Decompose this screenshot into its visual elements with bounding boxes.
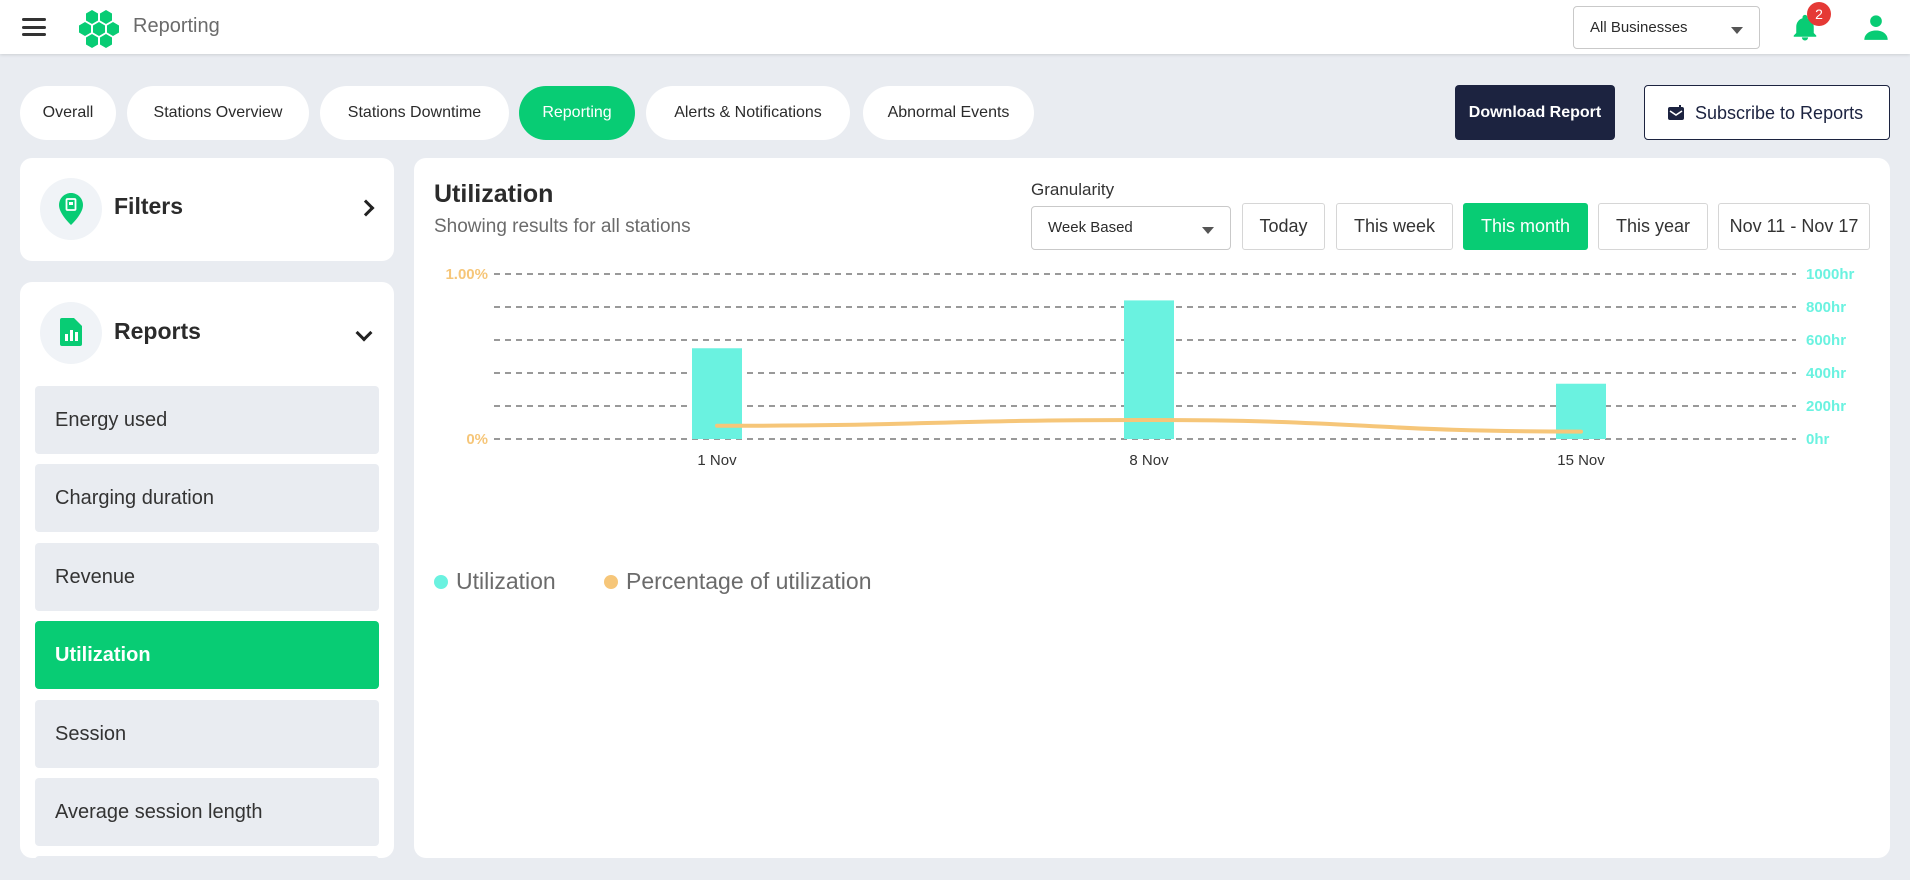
report-chart-icon xyxy=(60,318,82,346)
hamburger-icon[interactable] xyxy=(22,18,46,36)
tab-stations-downtime[interactable]: Stations Downtime xyxy=(320,86,509,140)
subscribe-reports-label: Subscribe to Reports xyxy=(1695,103,1864,123)
business-select-value: All Businesses xyxy=(1590,19,1688,36)
granularity-value: Week Based xyxy=(1048,219,1133,236)
granularity-select[interactable]: Week Based xyxy=(1031,206,1231,250)
filters-icon-wrap xyxy=(40,178,102,240)
right-axis-tick: 200hr xyxy=(1806,398,1846,415)
tab-overall[interactable]: Overall xyxy=(20,86,116,140)
legend-label-percentage: Percentage of utilization xyxy=(626,568,872,594)
right-axis-tick: 800hr xyxy=(1806,299,1846,316)
right-axis-tick: 400hr xyxy=(1806,365,1846,382)
left-axis-tick: 0% xyxy=(466,431,488,448)
legend-label-utilization: Utilization xyxy=(456,568,556,594)
download-report-button[interactable]: Download Report xyxy=(1455,85,1615,140)
chart-bar xyxy=(1124,300,1174,439)
tab-reporting[interactable]: Reporting xyxy=(519,86,635,140)
reports-panel: Reports Energy used Charging duration Re… xyxy=(20,282,394,858)
page-subtitle: Showing results for all stations xyxy=(434,216,691,237)
tab-abnormal-events[interactable]: Abnormal Events xyxy=(863,86,1034,140)
notification-badge: 2 xyxy=(1807,2,1831,26)
subscribe-reports-button[interactable]: Subscribe to Reports xyxy=(1644,85,1890,140)
caret-down-icon xyxy=(1202,227,1214,234)
mail-calendar-icon xyxy=(1668,105,1684,120)
tab-stations-overview[interactable]: Stations Overview xyxy=(127,86,309,140)
left-axis-tick: 1.00% xyxy=(445,266,488,283)
chevron-down-icon[interactable] xyxy=(355,324,373,342)
chevron-right-icon[interactable] xyxy=(357,199,375,217)
range-this-week-button[interactable]: This week xyxy=(1336,203,1453,250)
hexagon-cluster-logo xyxy=(79,10,119,48)
range-this-year-button[interactable]: This year xyxy=(1598,203,1708,250)
report-item-charging-duration[interactable]: Charging duration xyxy=(35,464,379,532)
tab-alerts-notifications[interactable]: Alerts & Notifications xyxy=(646,86,850,140)
percentage-line xyxy=(715,418,1583,434)
report-item-energy-used[interactable]: Energy used xyxy=(35,386,379,454)
utilization-chart: 0hr 200hr 400hr 600hr 800hr 1000hr 0% 1.00% 1 No… xyxy=(445,266,1854,469)
chart-ticks: 0hr 200hr 400hr 600hr 800hr 1000hr 0% 1.00% 1 No… xyxy=(445,266,1854,469)
date-range-picker[interactable]: Nov 11 - Nov 17 xyxy=(1718,203,1870,250)
legend-dot-percentage xyxy=(604,575,618,589)
right-axis-tick: 1000hr xyxy=(1806,266,1855,283)
app-title: Reporting xyxy=(133,15,220,37)
report-item-session[interactable]: Session xyxy=(35,700,379,768)
report-item-partial[interactable] xyxy=(35,856,379,858)
main-panel: Utilization Showing results for all stat… xyxy=(414,158,1890,858)
reports-icon-wrap xyxy=(40,302,102,364)
user-icon[interactable] xyxy=(1862,12,1890,42)
legend-dot-utilization xyxy=(434,575,448,589)
x-axis-tick: 8 Nov xyxy=(1129,452,1169,469)
granularity-label: Granularity xyxy=(1031,180,1115,199)
right-axis-tick: 600hr xyxy=(1806,332,1846,349)
reports-title: Reports xyxy=(114,318,201,344)
filters-panel[interactable]: Filters xyxy=(20,158,394,261)
x-axis-tick: 15 Nov xyxy=(1557,452,1605,469)
range-this-month-button[interactable]: This month xyxy=(1463,203,1588,250)
report-item-average-session-length[interactable]: Average session length xyxy=(35,778,379,846)
report-item-utilization[interactable]: Utilization xyxy=(35,621,379,689)
x-axis-tick: 1 Nov xyxy=(697,452,737,469)
top-bar: Reporting All Businesses 2 xyxy=(0,0,1910,54)
filters-title: Filters xyxy=(114,193,184,219)
page-title: Utilization xyxy=(434,180,554,208)
business-select[interactable]: All Businesses xyxy=(1573,6,1760,49)
caret-down-icon xyxy=(1731,27,1743,34)
range-today-button[interactable]: Today xyxy=(1242,203,1325,250)
chart-line xyxy=(715,418,1583,434)
report-item-revenue[interactable]: Revenue xyxy=(35,543,379,611)
location-pin-icon xyxy=(59,193,83,225)
right-axis-tick: 0hr xyxy=(1806,431,1830,448)
